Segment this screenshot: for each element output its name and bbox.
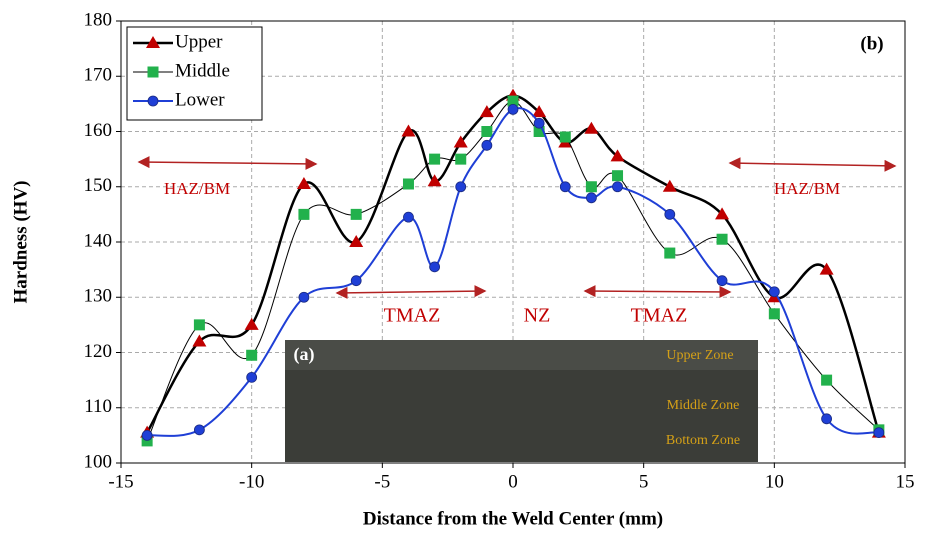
legend-label: Middle [175,60,230,81]
marker [559,131,571,143]
marker [193,319,205,331]
marker [819,262,834,275]
x-axis-label: Distance from the Weld Center (mm) [363,508,663,529]
y-tick-label: 180 [84,9,113,30]
marker [244,317,259,330]
arrow [728,157,897,172]
x-tick-label: 5 [639,471,649,492]
y-axis-label: Hardness (HV) [10,181,31,304]
marker [610,149,625,162]
marker [559,181,571,193]
marker [507,95,519,107]
marker [298,208,310,220]
zone-label: Middle Zone [667,398,740,413]
marker [192,334,207,347]
x-tick-label: 10 [765,471,784,492]
marker [715,207,730,220]
y-tick-label: 160 [84,120,113,141]
zone-label: Upper Zone [666,348,733,363]
marker [586,192,597,204]
marker [298,291,310,303]
y-tick-label: 140 [84,230,113,251]
series-line [146,94,881,434]
x-tick-label: -10 [239,471,264,492]
legend-label: Lower [175,89,225,110]
marker [147,95,159,107]
y-tick-label: 170 [84,65,113,86]
marker [350,275,362,287]
y-tick-label: 130 [84,286,113,307]
annotation: HAZ/BM [774,179,840,198]
marker [664,247,676,259]
marker [455,153,467,165]
zone-label: Bottom Zone [666,433,740,448]
marker [147,66,159,78]
marker [481,139,493,151]
marker [612,170,624,182]
marker [453,135,468,148]
arrow [137,156,318,170]
marker [455,181,467,193]
marker [533,126,545,137]
x-tick-label: 15 [896,471,915,492]
annotation: HAZ/BM [164,179,230,198]
marker [585,181,597,193]
marker [402,178,414,190]
arrow [583,285,732,298]
marker [664,208,676,220]
marker [146,36,160,48]
marker [479,105,494,118]
marker [141,429,153,441]
marker [821,374,833,386]
annotation: TMAZ [384,305,441,327]
marker [401,124,416,137]
marker [584,121,599,134]
marker [821,413,832,425]
marker [427,174,442,187]
marker [612,181,623,193]
marker [873,427,885,439]
plot-frame [120,20,906,464]
marker [533,117,545,129]
y-tick-label: 110 [84,396,112,417]
marker [716,233,728,245]
panel-label: (a) [294,344,315,365]
y-tick-label: 120 [84,341,113,362]
panel-label: (b) [860,33,883,54]
marker [193,424,205,436]
x-tick-label: -15 [108,471,133,492]
annotation: TMAZ [631,305,688,327]
arrow [335,285,487,299]
marker [350,208,362,220]
marker [532,105,547,118]
marker [662,179,677,192]
annotation: NZ [524,305,551,327]
marker [429,261,441,273]
marker [349,235,364,247]
inset-band [285,340,758,370]
marker [141,435,153,447]
marker [768,286,780,298]
marker [429,153,441,165]
marker [507,104,519,115]
marker [716,275,728,287]
marker [481,126,493,137]
marker [296,176,311,189]
marker [768,308,780,320]
marker [246,349,258,361]
y-tick-label: 150 [84,175,113,196]
legend-label: Upper [175,31,223,52]
x-tick-label: 0 [508,471,518,492]
x-tick-label: -5 [374,471,390,492]
marker [246,371,258,383]
marker [403,211,414,223]
y-tick-label: 100 [84,451,113,472]
